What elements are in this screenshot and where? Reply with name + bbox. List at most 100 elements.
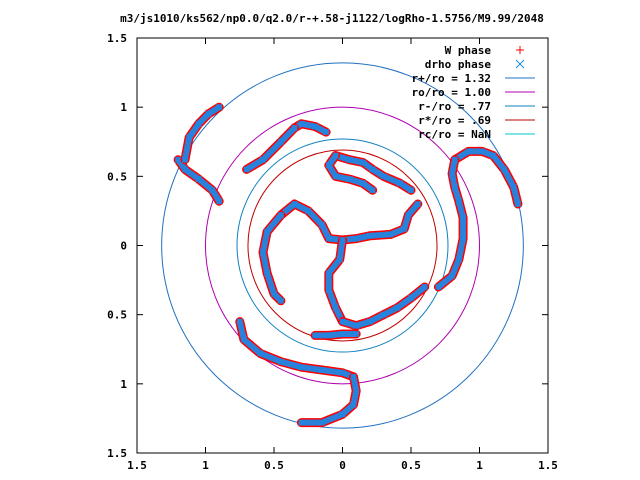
y-tick-label: 0: [120, 240, 127, 253]
drho-phase-point: [240, 336, 248, 343]
y-tick-label: 1: [120, 101, 127, 114]
drho-phase-point: [478, 148, 486, 155]
drho-phase-point: [380, 172, 387, 180]
drho-phase-point: [339, 410, 346, 418]
drho-phase-point: [291, 124, 298, 132]
drho-phase-point: [291, 200, 298, 208]
drho-phase-point: [366, 232, 374, 240]
drho-phase-point: [325, 286, 333, 294]
drho-phase-point: [298, 120, 305, 128]
drho-phase-point: [277, 211, 285, 219]
drho-phase-point: [396, 179, 404, 187]
drho-phase-point: [345, 175, 353, 183]
x-tick-label: 0: [339, 459, 346, 472]
drho-phase-point: [387, 231, 394, 238]
drho-phase-point: [325, 269, 333, 277]
drho-phase-point: [352, 387, 360, 395]
drho-phase-point: [204, 110, 212, 118]
drho-phase-point: [208, 186, 216, 194]
y-axis-ticks: 1.5 1 0.5 0 0.5 1 1.5: [107, 32, 548, 460]
drho-phase-point: [380, 311, 387, 319]
drho-phase-band: [298, 373, 360, 426]
drho-phase-band: [451, 148, 521, 207]
phase-spiral-arms: [173, 102, 523, 428]
legend-marker-swatch: [516, 46, 524, 54]
legend-label: r-/ro = .77: [418, 100, 491, 113]
legend-label: W phase: [445, 44, 492, 57]
drho-phase-point: [352, 235, 360, 242]
drho-phase-point: [304, 207, 312, 215]
x-tick-label: 0.5: [401, 459, 421, 472]
drho-phase-point: [318, 221, 326, 229]
drho-phase-point: [277, 297, 285, 305]
y-tick-label: 0.5: [107, 170, 127, 183]
ring-circle: [205, 106, 480, 385]
drho-phase-point: [404, 211, 412, 219]
drho-phase-point: [325, 235, 333, 242]
drho-phase-point: [318, 366, 326, 374]
drho-phase-point: [339, 369, 346, 377]
drho-phase-point: [414, 200, 422, 208]
drho-phase-point: [369, 166, 376, 173]
drho-phase-point: [311, 123, 319, 130]
drho-phase-point: [332, 172, 340, 180]
drho-phase-point: [407, 294, 415, 302]
drho-phase-point: [325, 161, 333, 169]
drho-phase-point: [215, 197, 223, 205]
drho-phase-point: [263, 228, 271, 236]
drho-phase-band: [243, 124, 298, 173]
drho-phase-point: [366, 318, 374, 325]
legend-label: r*/ro = .69: [418, 114, 491, 127]
drho-phase-point: [400, 225, 408, 233]
drho-phase-point: [298, 363, 305, 371]
x-tick-label: 0.5: [264, 459, 284, 472]
drho-phase-point: [339, 236, 346, 244]
drho-phase-point: [236, 318, 244, 325]
drho-phase-point: [259, 156, 267, 164]
drho-phase-point: [311, 332, 319, 339]
drho-phase-point: [174, 156, 182, 164]
drho-phase-point: [455, 255, 463, 263]
chart-title: m3/js1010/ks562/np0.0/q2.0/r-+.58-j1122/…: [120, 12, 544, 25]
y-tick-label: 0.5: [107, 309, 127, 322]
drho-phase-point: [407, 186, 415, 194]
ring-circle: [236, 138, 449, 353]
drho-phase-point: [195, 120, 203, 128]
drho-phase-point: [359, 159, 367, 166]
drho-phase-point: [393, 304, 401, 312]
drho-phase-point: [336, 255, 344, 263]
drho-phase-point: [277, 138, 285, 146]
drho-phase-point: [489, 152, 497, 159]
drho-phase-band: [332, 152, 414, 194]
drho-phase-band: [175, 156, 223, 205]
drho-phase-point: [332, 304, 340, 312]
drho-phase-point: [448, 272, 456, 280]
reference-circles: [161, 62, 524, 429]
drho-phase-point: [350, 401, 357, 408]
drho-phase-point: [359, 179, 367, 187]
x-tick-label: 1.5: [127, 459, 147, 472]
drho-phase-point: [263, 269, 271, 277]
drho-phase-point: [270, 290, 278, 298]
drho-phase-point: [500, 166, 508, 173]
drho-phase-point: [332, 152, 340, 159]
ring-circle: [161, 62, 524, 429]
drho-phase-point: [459, 235, 467, 242]
drho-phase-point: [352, 330, 360, 338]
x-axis-ticks: 1.5 1 0.5 0 0.5 1 1.5: [127, 38, 558, 472]
drho-phase-point: [459, 214, 467, 222]
drho-phase-point: [185, 134, 193, 141]
w-phase-band: [338, 282, 430, 331]
drho-phase-point: [369, 186, 376, 194]
legend-marker-swatch: [515, 59, 525, 69]
drho-phase-band: [325, 237, 346, 325]
drho-phase-point: [325, 332, 333, 339]
drho-phase-point: [435, 283, 442, 291]
drho-phase-point: [259, 249, 267, 256]
drho-phase-point: [421, 283, 429, 291]
drho-phase-point: [243, 166, 250, 173]
drho-phase-point: [345, 156, 353, 164]
drho-phase-point: [318, 419, 326, 426]
